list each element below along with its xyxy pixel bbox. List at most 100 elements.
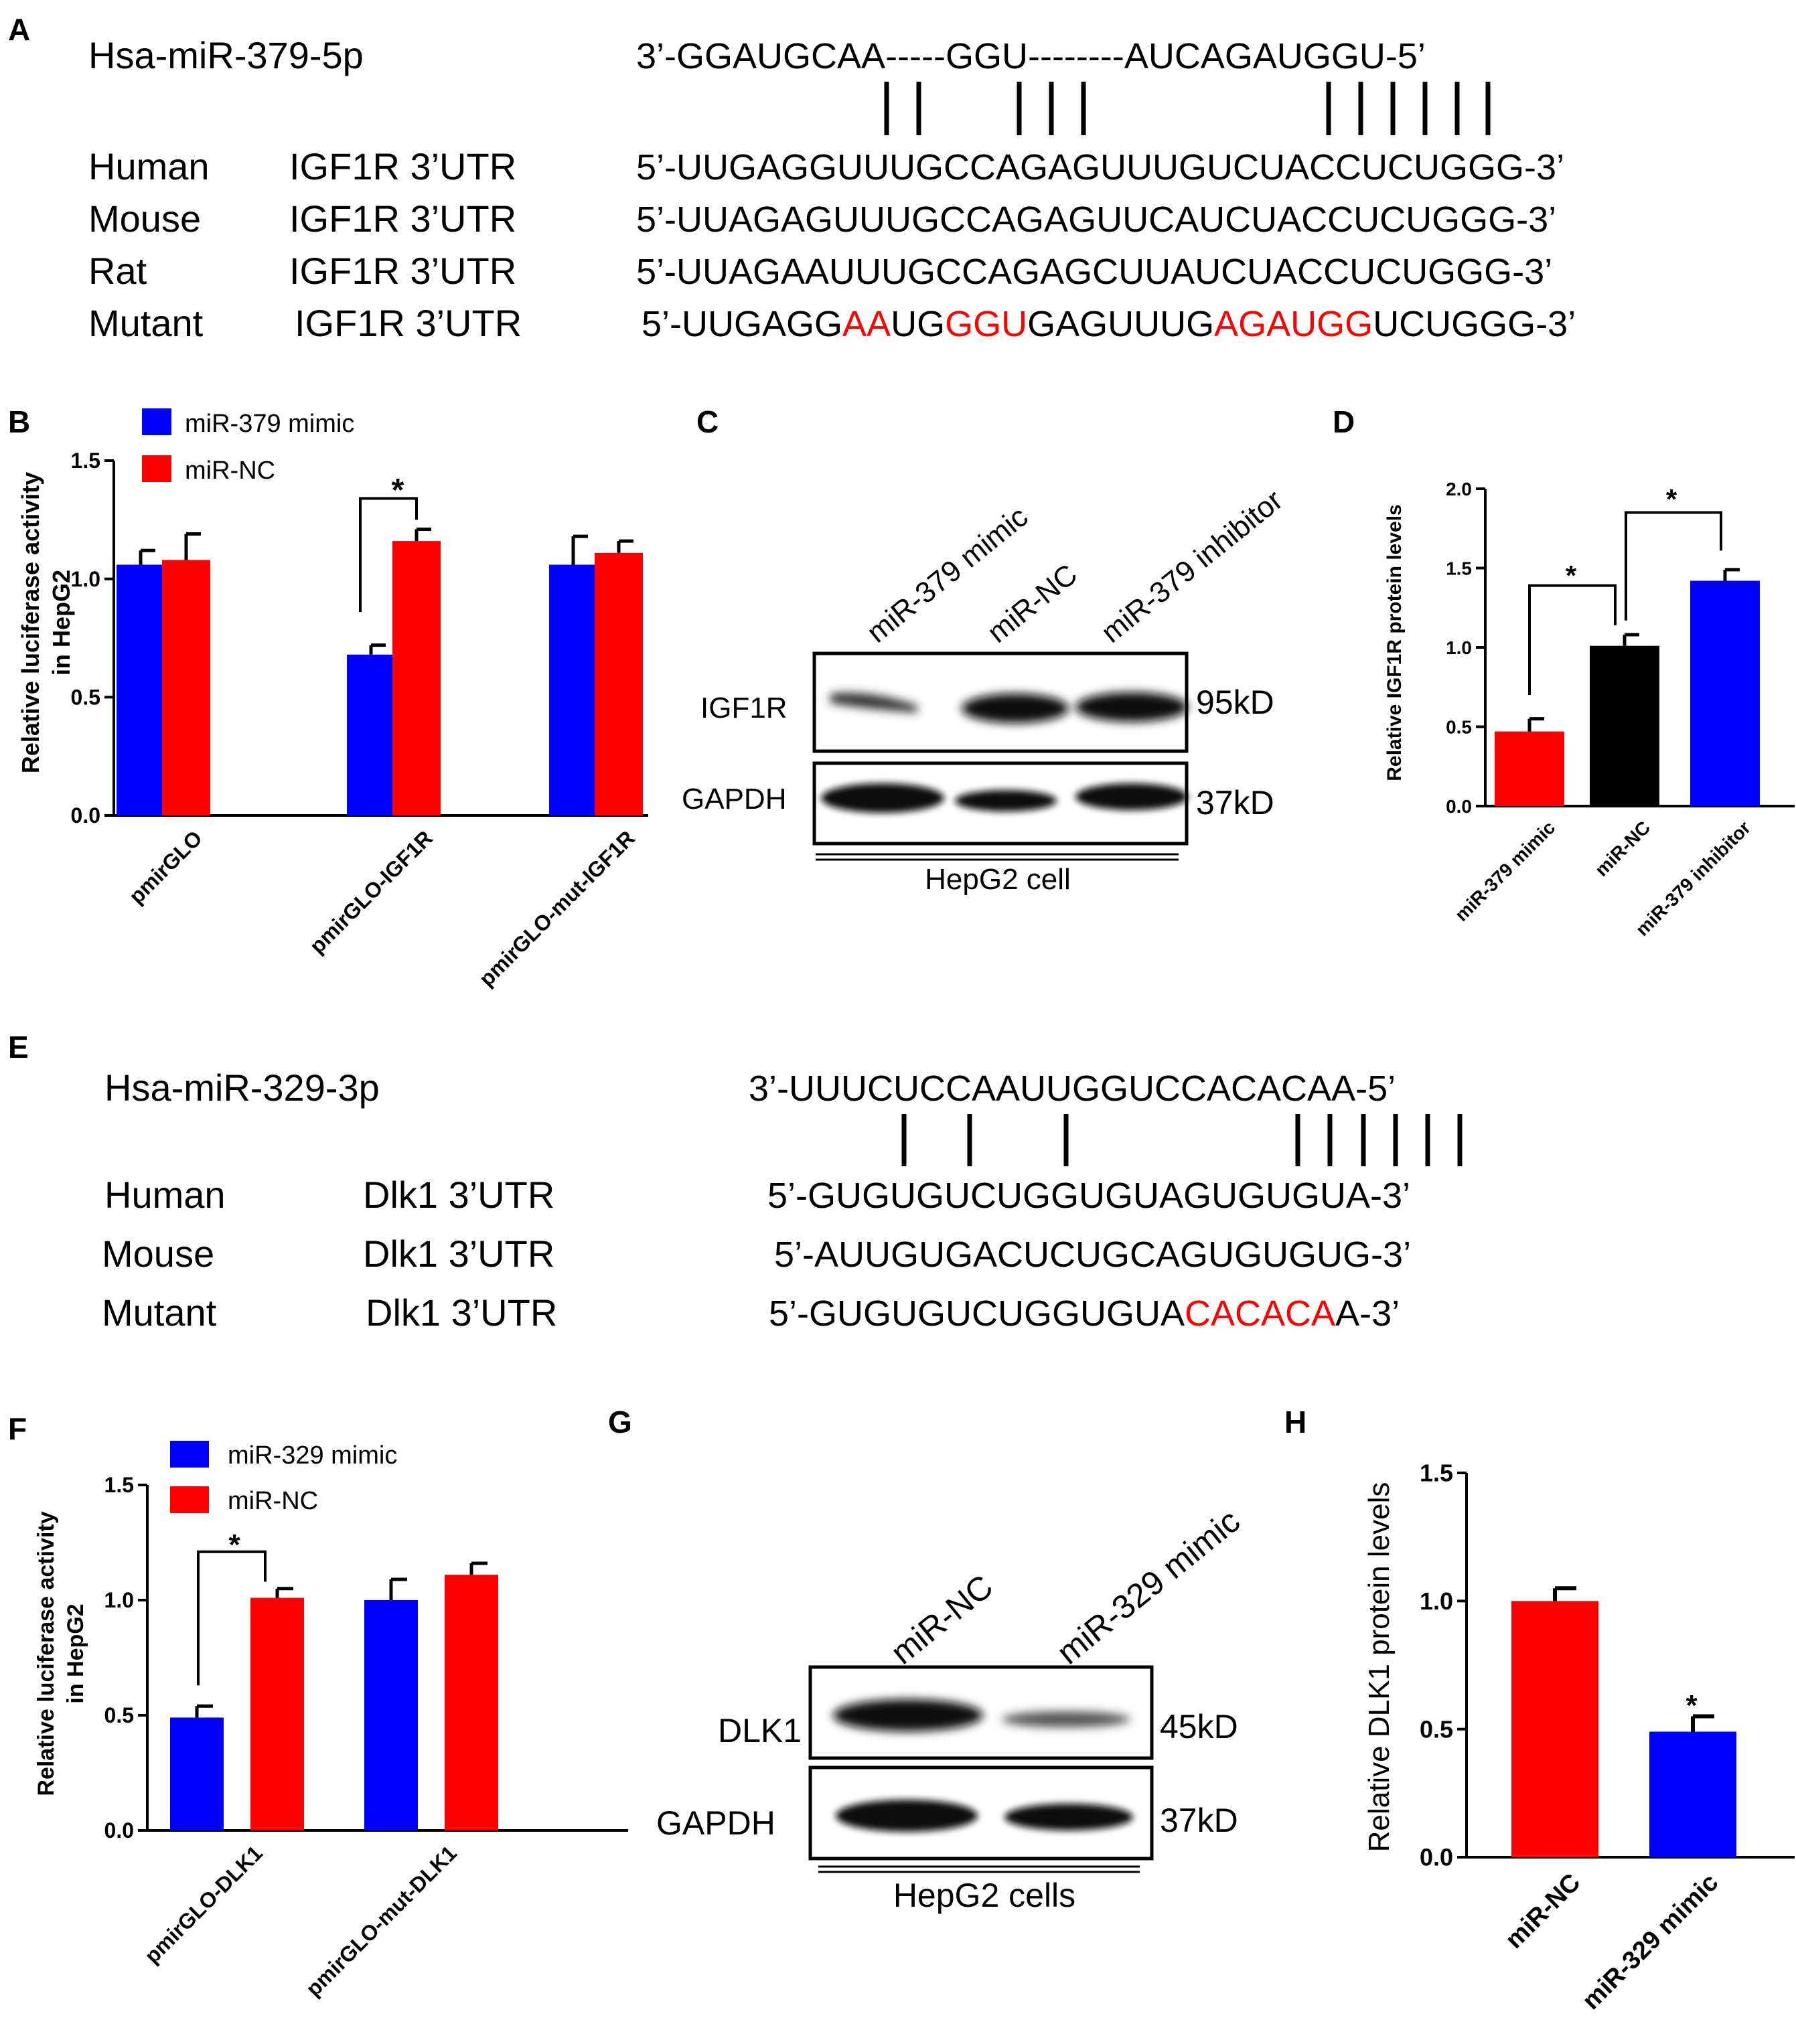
bar <box>392 541 441 815</box>
gene-label: IGF1R 3’UTR <box>289 198 516 240</box>
mirna-name: Hsa-miR-379-5p <box>88 34 364 76</box>
y-tick-label: 0.0 <box>104 1818 134 1842</box>
panel-label-h: H <box>1284 1405 1306 1439</box>
significance-star: * <box>1686 1689 1698 1722</box>
y-tick-label: 0.5 <box>71 686 100 710</box>
mirna-sequence: 3’-GGAUGCAA-----GGU--------AUCAGAUGGU-5’ <box>636 36 1426 76</box>
legend-swatch-blue <box>170 1441 209 1468</box>
y-tick-label: 1.0 <box>104 1588 134 1612</box>
y-tick-label: 0.5 <box>1420 1715 1453 1743</box>
y-tick-label: 1.5 <box>71 449 100 473</box>
lane-label: miR-NC <box>981 558 1083 649</box>
species-label: Human <box>88 145 210 187</box>
sequence-segment: AGAUGG <box>1214 304 1373 344</box>
y-tick-label: 1.0 <box>71 567 100 591</box>
y-tick-label: 1.5 <box>1420 1460 1453 1487</box>
legend-swatch-red <box>142 455 171 482</box>
blot-frame <box>808 1765 1154 1861</box>
blot-bands-gapdh <box>821 783 1188 813</box>
bar <box>170 1717 224 1830</box>
blot-frame <box>808 1665 1154 1760</box>
panel-label-b: B <box>8 404 30 439</box>
utr-sequence: 5’-UUGAGGUUUGCCAGAGUUUGUCUACCUCUGGG-3’ <box>636 147 1564 187</box>
x-tick-label: pmirGLO-DLK1 <box>140 1840 267 1968</box>
panel-label-g: G <box>608 1405 632 1439</box>
bar-chart-b: 0.0 0.5 1.0 1.5 pmirGLO pmirGLO-IGF1R pmirGLO-… <box>71 449 648 991</box>
y-tick-label: 1.0 <box>1420 1587 1453 1615</box>
significance-bracket <box>197 1550 267 1686</box>
sequence-segment: CACACA <box>1185 1293 1335 1334</box>
bar <box>595 552 643 815</box>
blot-bands-dlk1 <box>833 1699 1130 1731</box>
bar <box>549 564 597 815</box>
y-tick-label: 0.5 <box>104 1703 134 1727</box>
bar <box>1590 645 1659 806</box>
gene-label: Dlk1 3’UTR <box>366 1291 557 1334</box>
significance-bracket <box>1528 584 1617 696</box>
species-label: Human <box>104 1174 226 1216</box>
size-label: 37kD <box>1160 1802 1238 1839</box>
panel-label-d: D <box>1333 404 1355 439</box>
cell-label: HepG2 cell <box>925 863 1071 896</box>
blot-bands-igf1r <box>830 692 1188 723</box>
gene-label: Dlk1 3’UTR <box>363 1174 554 1216</box>
y-tick-label: 1.5 <box>1446 558 1472 578</box>
panel-d: D Relative IGF1R protein levels 0.0 0.5 1.… <box>1333 404 1795 940</box>
sequence-segment: UCUGGG-3’ <box>1373 304 1576 344</box>
mirna-name: Hsa-miR-329-3p <box>104 1067 380 1109</box>
panel-g: G miR-NC miR-329 mimic DLK1 GAPDH 45kD 3… <box>608 1405 1247 1914</box>
panel-b: B miR-379 mimic miR-NC Relative lucifera… <box>8 404 648 991</box>
x-tick-label: pmirGLO-IGF1R <box>305 826 437 958</box>
sequence-segment: A-3’ <box>1335 1293 1400 1334</box>
y-axis-label: in HepG2 <box>63 1603 88 1703</box>
cell-label: HepG2 cells <box>893 1877 1075 1914</box>
sequence-segment: 5’-GUGUGUCUGGUGUA <box>769 1293 1185 1334</box>
protein-label: DLK1 <box>718 1712 802 1749</box>
y-tick-label: 1.0 <box>1446 637 1472 658</box>
protein-label: GAPDH <box>656 1804 775 1842</box>
panel-label-e: E <box>8 1030 29 1065</box>
utr-sequence: 5’-UUAGAAUUUGCCAGAGCUUAUCUACCUCUGGG-3’ <box>636 252 1552 292</box>
blot-frame <box>812 761 1189 846</box>
utr-sequence: 5’-GUGUGUCUGGUGUAGUGUGUA-3’ <box>767 1176 1410 1216</box>
sequence-segment: UG <box>891 304 945 344</box>
x-tick-label: pmirGLO-mut-IGF1R <box>474 826 640 991</box>
sequence-segment: 5’-UUGAGG <box>642 304 842 344</box>
species-label: Mouse <box>88 198 201 240</box>
gene-label: IGF1R 3’UTR <box>289 145 516 187</box>
blot-frame <box>812 651 1189 753</box>
x-tick-label: miR-379 mimic <box>1451 817 1560 925</box>
panel-c: C miR-379 mimic miR-NC miR-379 inhibitor… <box>682 404 1289 896</box>
bar <box>1495 731 1564 806</box>
y-axis-label: Relative DLK1 protein levels <box>1363 1482 1396 1853</box>
bar <box>364 1600 418 1830</box>
bar-chart-f: 0.0 0.5 1.0 1.5 pmirGLO-DLK1 pmirGLO-mut-DLK1 <box>104 1473 628 2001</box>
bar <box>117 564 165 815</box>
significance-bracket <box>1625 511 1722 621</box>
y-axis-label: Relative luciferase activity <box>33 1511 59 1796</box>
utr-sequence: 5’-UUAGAGUUUGCCAGAGUUCAUCUACCUCUGGG-3’ <box>636 200 1556 240</box>
base-pair-lines <box>901 1114 1463 1166</box>
panel-e: E Hsa-miR-329-3p 3’-UUUCUCCAAUUGGUCCACAC… <box>8 1030 1463 1334</box>
legend-swatch-red <box>170 1486 209 1513</box>
bar <box>347 654 395 815</box>
y-axis-label: Relative IGF1R protein levels <box>1383 504 1406 781</box>
gene-label: IGF1R 3’UTR <box>289 250 516 292</box>
lane-label: miR-329 mimic <box>1050 1502 1247 1671</box>
y-axis-label: Relative luciferase activity <box>17 472 44 773</box>
lane-label: miR-NC <box>884 1567 1000 1671</box>
gene-label: IGF1R 3’UTR <box>295 302 522 344</box>
sequence-segment: GGU <box>945 304 1027 344</box>
base-pair-lines <box>884 82 1491 135</box>
species-label: Rat <box>88 250 147 292</box>
bar <box>445 1575 498 1830</box>
mutant-sequence: 5’-UUGAGGAAUGGGUGAGUUUGAGAUGGUCUGGG-3’ <box>642 304 1576 344</box>
size-label: 45kD <box>1160 1708 1238 1745</box>
legend-swatch-blue <box>142 408 171 435</box>
x-tick-label: miR-329 mimic <box>1577 1869 1724 2015</box>
legend-label: miR-NC <box>228 1487 318 1515</box>
mutant-sequence: 5’-GUGUGUCUGGUGUACACACAA-3’ <box>769 1293 1400 1334</box>
y-tick-label: 0.0 <box>71 803 100 828</box>
panel-f: F miR-329 mimic miR-NC Relative lucifera… <box>8 1411 628 2001</box>
